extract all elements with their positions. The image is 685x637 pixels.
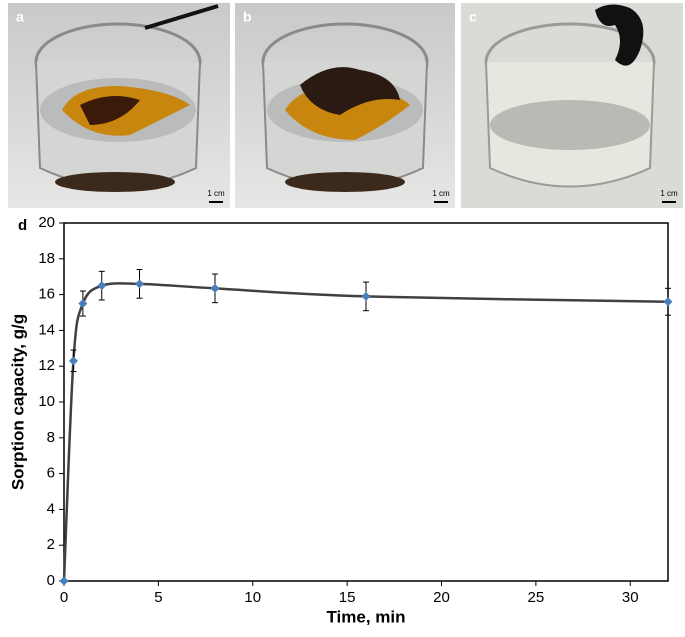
panel-label: a — [16, 9, 24, 25]
y-axis-label: Sorption capacity, g/g — [8, 314, 27, 490]
x-tick-label: 5 — [154, 589, 162, 606]
y-tick-label: 10 — [38, 393, 55, 410]
panel-label: d — [18, 217, 27, 234]
y-tick-label: 4 — [47, 500, 55, 517]
y-tick-label: 14 — [38, 321, 55, 338]
y-tick-label: 16 — [38, 286, 55, 303]
y-tick-label: 8 — [47, 429, 55, 446]
scale-label: 1 cm — [660, 189, 678, 198]
fit-curve — [62, 282, 669, 582]
data-point — [59, 576, 69, 586]
y-tick-label: 6 — [47, 465, 55, 482]
data-point — [135, 279, 144, 289]
photo-a — [8, 3, 230, 208]
x-tick-label: 10 — [244, 589, 261, 606]
data-point — [97, 281, 107, 291]
photo-b — [235, 3, 455, 208]
x-tick-label: 20 — [433, 589, 450, 606]
y-tick-label: 2 — [47, 536, 55, 553]
x-axis-label: Time, min — [326, 607, 405, 626]
x-tick-label: 0 — [60, 589, 68, 606]
panel-label: b — [243, 9, 252, 25]
y-tick-label: 20 — [38, 214, 55, 231]
x-tick-label: 15 — [339, 589, 356, 606]
data-point — [210, 283, 220, 293]
panel-label: c — [469, 9, 477, 25]
plot-frame — [63, 222, 669, 582]
data-point — [68, 356, 78, 366]
scale-label: 1 cm — [207, 189, 225, 198]
y-tick-label: 0 — [47, 572, 55, 589]
data-point — [663, 297, 673, 307]
scale-label: 1 cm — [432, 189, 450, 198]
data-point — [78, 299, 88, 309]
x-tick-label: 25 — [528, 589, 545, 606]
data-point — [361, 291, 371, 301]
y-tick-label: 12 — [38, 357, 55, 374]
x-tick-label: 30 — [622, 589, 639, 606]
y-tick-label: 18 — [38, 250, 55, 267]
photo-c — [461, 3, 683, 208]
